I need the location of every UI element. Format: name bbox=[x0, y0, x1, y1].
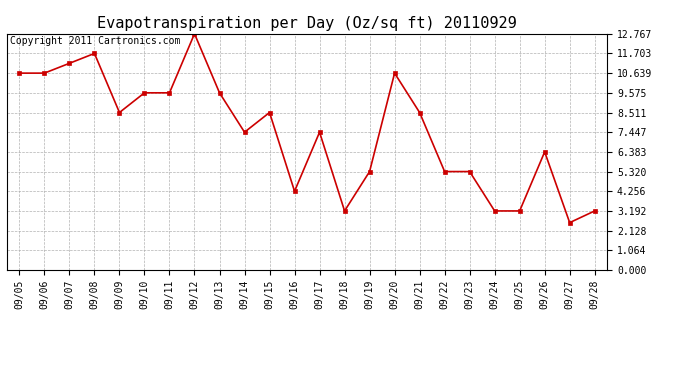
Text: Copyright 2011 Cartronics.com: Copyright 2011 Cartronics.com bbox=[10, 36, 180, 46]
Title: Evapotranspiration per Day (Oz/sq ft) 20110929: Evapotranspiration per Day (Oz/sq ft) 20… bbox=[97, 16, 517, 31]
